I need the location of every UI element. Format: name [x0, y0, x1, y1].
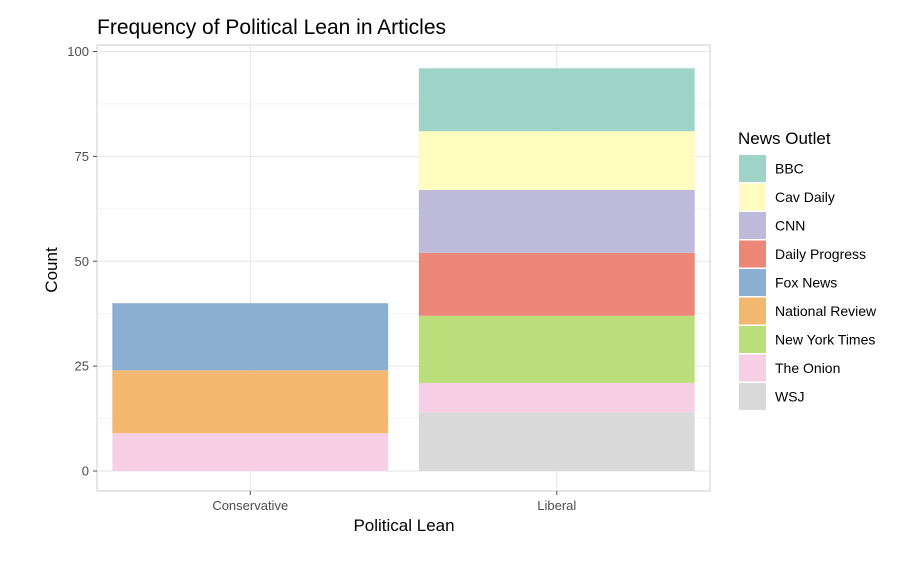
legend-label-wsj: WSJ: [775, 389, 805, 405]
panel-border: [96, 44, 711, 492]
y-tick-label: 75: [75, 149, 89, 164]
bar-segment-liberal-the-onion: [418, 382, 695, 413]
chart-title: Frequency of Political Lean in Articles: [97, 16, 446, 39]
y-tick-label: 0: [82, 464, 89, 479]
x-tick-label: Liberal: [537, 498, 576, 513]
y-tick-label: 100: [67, 44, 89, 59]
y-axis-title: Count: [42, 247, 61, 293]
legend-key-new-york-times: [739, 326, 766, 353]
x-axis-title: Political Lean: [353, 516, 454, 535]
bar-segment-liberal-cav-daily: [418, 131, 695, 190]
plot-area: 0 25 50 75 100 Conservative Liberal: [67, 44, 711, 513]
legend-label-national-review: National Review: [775, 303, 877, 319]
legend-label-the-onion: The Onion: [775, 360, 840, 376]
legend-key-cav-daily: [739, 183, 766, 211]
legend-label-cnn: CNN: [775, 218, 805, 234]
legend-label-new-york-times: New York Times: [775, 332, 875, 348]
y-tick-label: 25: [75, 359, 89, 374]
legend-key-bbc: [739, 155, 766, 182]
legend-label-daily-progress: Daily Progress: [775, 246, 866, 262]
bar-segment-liberal-daily-progress: [418, 252, 695, 316]
legend-key-daily-progress: [739, 240, 766, 268]
x-tick-label: Conservative: [212, 498, 288, 513]
legend-key-the-onion: [739, 354, 766, 382]
legend-key-fox-news: [739, 269, 766, 296]
legend-label-fox-news: Fox News: [775, 275, 837, 291]
bar-segment-conservative-the-onion: [112, 433, 389, 471]
legend-label-cav-daily: Cav Daily: [775, 189, 835, 205]
bar-segment-conservative-fox-news: [112, 303, 389, 371]
legend: BBC Cav Daily CNN Daily Progress Fox News Nat…: [739, 155, 877, 410]
legend-key-cnn: [739, 212, 766, 239]
bar-segment-liberal-bbc: [418, 68, 695, 132]
y-tick-label: 50: [75, 254, 89, 269]
bar-segment-liberal-wsj: [418, 412, 695, 471]
bar-segment-liberal-new-york-times: [418, 315, 695, 383]
bar-segment-conservative-national-review: [112, 370, 389, 434]
bar-segment-liberal-cnn: [418, 189, 695, 253]
legend-key-wsj: [739, 383, 766, 410]
legend-key-national-review: [739, 297, 766, 325]
legend-title: News Outlet: [738, 129, 831, 148]
legend-label-bbc: BBC: [775, 161, 804, 177]
